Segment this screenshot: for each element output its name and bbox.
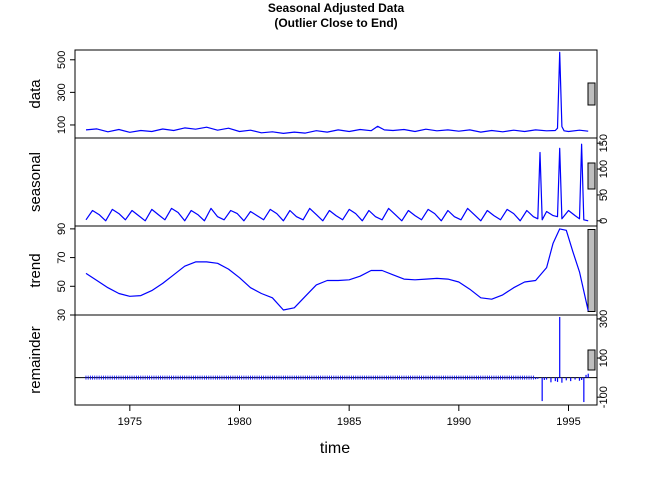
x-tick-label: 1980 <box>227 416 251 428</box>
panel-data: 100 300 500 data <box>27 49 598 139</box>
y-tick-label: 0 <box>598 218 610 224</box>
panels-group: 100 300 500 data 0 50 100 150 seasonal 30 50 70 90 tr… <box>27 49 610 408</box>
y-tick-label: 70 <box>56 251 68 263</box>
panel-frame <box>74 314 598 406</box>
y-tick-label: 500 <box>56 51 68 69</box>
range-bar <box>587 349 596 371</box>
x-tick-label: 1995 <box>556 416 580 428</box>
panel-label-trend: trend <box>27 253 44 287</box>
chart-subtitle: (Outlier Close to End) <box>274 16 397 30</box>
y-tick-label: 30 <box>56 309 68 321</box>
chart-title: Seasonal Adjusted Data <box>268 1 405 15</box>
panel-frame <box>74 49 598 139</box>
panel-label-seasonal: seasonal <box>27 152 44 212</box>
range-bar <box>587 229 596 312</box>
series-line-trend <box>85 228 589 311</box>
panel-trend: 30 50 70 90 trend <box>27 223 598 321</box>
y-tick-label: 300 <box>598 310 610 328</box>
panel-label-remainder: remainder <box>27 326 44 394</box>
y-tick-label: 300 <box>56 83 68 101</box>
panel-frame <box>74 225 598 316</box>
range-bar <box>587 82 596 106</box>
y-tick-label: 50 <box>56 280 68 292</box>
panel-seasonal: 0 50 100 150 seasonal <box>27 134 610 227</box>
y-tick-label: -100 <box>598 386 610 408</box>
series-line-seasonal <box>85 143 589 222</box>
y-tick-label: 100 <box>56 116 68 134</box>
y-tick-label: 50 <box>598 189 610 201</box>
series-line-data <box>85 51 589 134</box>
x-axis: 1975 1980 1985 1990 1995 <box>118 404 581 428</box>
y-tick-label: 90 <box>56 223 68 235</box>
range-bar <box>587 162 596 190</box>
panel-remainder: -100 100 300 remainder <box>27 310 610 408</box>
x-tick-label: 1990 <box>447 416 471 428</box>
x-axis-label: time <box>320 440 350 457</box>
panel-label-data: data <box>27 79 44 109</box>
y-tick-label: 100 <box>598 349 610 367</box>
panel-frame <box>74 137 598 227</box>
y-tick-label: 100 <box>598 160 610 178</box>
x-tick-label: 1975 <box>118 416 142 428</box>
y-tick-label: 150 <box>598 134 610 152</box>
x-tick-label: 1985 <box>337 416 361 428</box>
